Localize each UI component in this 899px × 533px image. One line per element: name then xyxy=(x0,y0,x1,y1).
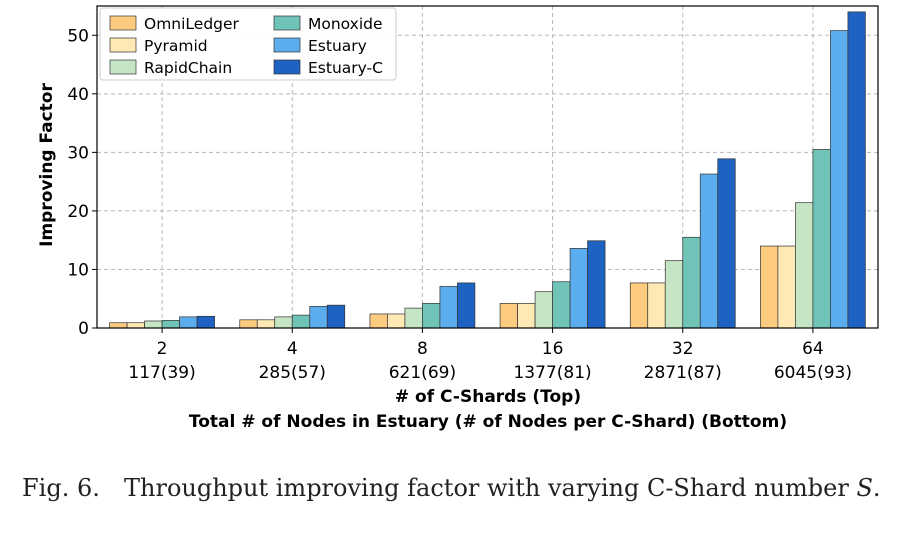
y-tick-label: 30 xyxy=(67,143,89,163)
y-tick-label: 20 xyxy=(67,202,89,222)
bar-pyramid xyxy=(387,313,406,329)
bar-monoxide xyxy=(552,281,571,329)
legend-label: Monoxide xyxy=(308,15,383,33)
bar-estuary xyxy=(439,286,458,329)
caption-end: . xyxy=(872,474,881,502)
legend-label: Pyramid xyxy=(144,37,208,55)
bar-rapidchain xyxy=(664,260,684,329)
bar-monoxide xyxy=(161,320,180,329)
bar-estuary-c xyxy=(587,240,606,329)
bar-estuary xyxy=(179,316,198,329)
legend-swatch xyxy=(273,59,301,75)
y-tick-label: 10 xyxy=(67,260,89,280)
x-tick-label: 16 xyxy=(542,339,564,359)
bar-rapidchain xyxy=(274,316,293,329)
bar-estuary xyxy=(569,248,588,329)
bar-pyramid xyxy=(777,245,796,329)
caption-text: Throughput improving factor with varying… xyxy=(124,474,857,502)
x-tick-label: 8 xyxy=(417,339,428,359)
bar-rapidchain xyxy=(795,202,814,329)
legend-swatch xyxy=(273,37,301,53)
bar-rapidchain xyxy=(534,291,553,329)
y-tick-label: 50 xyxy=(67,26,89,46)
bar-rapidchain xyxy=(404,307,423,329)
axes-frame xyxy=(96,5,879,329)
x-tick-label: 2 xyxy=(157,339,168,359)
bar-omniledger xyxy=(369,313,388,329)
bar-estuary-c xyxy=(717,158,736,329)
bar-chart: 0 10 20 30 40 50 2 117(39) 4 285(57) 8 621(69) 16 13… xyxy=(37,5,879,432)
legend-label: OmniLedger xyxy=(144,15,240,33)
bar-estuary-c xyxy=(457,282,476,329)
bar-monoxide xyxy=(291,314,311,329)
bar-omniledger xyxy=(499,303,518,329)
x-tick-label-bottom: 1377(81) xyxy=(513,363,591,383)
bar-estuary-c xyxy=(196,315,215,329)
legend-swatch xyxy=(273,15,301,31)
y-tick-label: 40 xyxy=(67,85,89,105)
y-axis-ticks: 0 10 20 30 40 50 xyxy=(67,26,97,339)
x-tick-label-bottom: 621(69) xyxy=(389,363,456,383)
legend-swatch xyxy=(109,37,137,53)
bar-monoxide xyxy=(422,303,441,329)
y-tick-label: 0 xyxy=(78,319,89,339)
bar-omniledger xyxy=(629,282,649,329)
figure-caption: Fig. 6. Throughput improving factor with … xyxy=(22,474,881,502)
x-tick-label-bottom: 285(57) xyxy=(259,363,326,383)
legend-label: RapidChain xyxy=(144,59,232,77)
bar-monoxide xyxy=(682,236,701,329)
x-tick-label-bottom: 117(39) xyxy=(128,363,195,383)
x-axis-label: # of C-Shards (Top) xyxy=(395,387,581,407)
bar-omniledger xyxy=(109,322,128,329)
legend-swatch xyxy=(109,59,137,75)
bar-rapidchain xyxy=(144,320,163,329)
bar-estuary-c xyxy=(326,304,346,329)
x-tick-label: 64 xyxy=(802,339,824,359)
x-axis-ticks: 2 117(39) 4 285(57) 8 621(69) 16 1377(81) 32 2871… xyxy=(128,328,852,383)
bar-omniledger xyxy=(239,319,258,329)
bar-pyramid xyxy=(517,303,536,329)
legend-label: Estuary-C xyxy=(308,59,383,77)
legend-box xyxy=(99,7,397,81)
x-tick-label: 32 xyxy=(672,339,694,359)
caption-label: Fig. 6. xyxy=(22,474,100,502)
y-axis-label: Improving Factor xyxy=(37,83,57,247)
x-tick-label-bottom: 6045(93) xyxy=(774,363,852,383)
bar-omniledger xyxy=(760,245,779,329)
legend-label: Estuary xyxy=(308,37,367,55)
x-axis-label-bottom: Total # of Nodes in Estuary (# of Nodes … xyxy=(189,412,787,432)
caption-symbol: S xyxy=(856,474,873,502)
bar-monoxide xyxy=(812,149,831,329)
x-tick-label: 4 xyxy=(287,339,298,359)
legend: OmniLedger Pyramid RapidChain Monoxide Estua… xyxy=(99,7,397,81)
legend-swatch xyxy=(109,15,137,31)
bar-pyramid xyxy=(647,282,666,329)
x-tick-label-bottom: 2871(87) xyxy=(644,363,722,383)
plot-frame xyxy=(96,5,879,329)
bar-estuary xyxy=(699,173,719,329)
bar-estuary xyxy=(309,305,328,329)
bar-pyramid xyxy=(256,319,276,329)
bar-estuary xyxy=(830,30,849,329)
bars xyxy=(109,11,866,329)
bar-estuary-c xyxy=(847,11,866,329)
bar-pyramid xyxy=(126,322,145,329)
